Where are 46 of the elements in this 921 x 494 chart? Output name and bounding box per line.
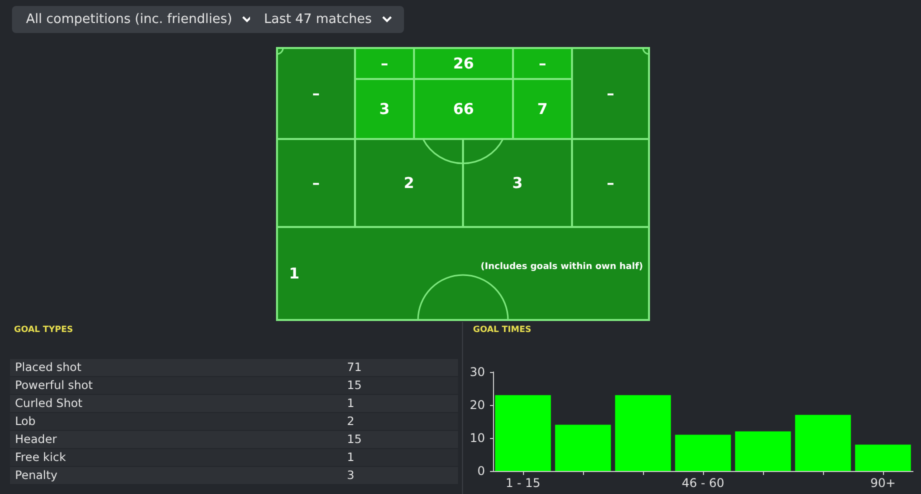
data-label: 15 bbox=[347, 431, 362, 448]
y-tick-label: 30 bbox=[470, 365, 485, 379]
data-label: 71 bbox=[347, 359, 362, 376]
bar bbox=[795, 414, 851, 471]
data-label: 1 bbox=[347, 449, 354, 466]
bar bbox=[555, 424, 611, 471]
text: 3 bbox=[379, 100, 390, 118]
y-tick-label: 20 bbox=[470, 398, 485, 412]
data-label: 1 bbox=[347, 395, 354, 412]
text: 66 bbox=[453, 100, 474, 118]
category-label: Header bbox=[15, 431, 57, 448]
text: – bbox=[606, 84, 614, 102]
bar bbox=[855, 444, 911, 471]
x-tick-label: 90+ bbox=[870, 476, 896, 490]
bar bbox=[675, 434, 731, 471]
text: – bbox=[606, 174, 614, 192]
y-tick-label: 10 bbox=[470, 431, 485, 445]
text: – bbox=[312, 84, 320, 102]
text: 26 bbox=[453, 54, 474, 72]
x-tick-label: 1 - 15 bbox=[506, 476, 540, 490]
text: 3 bbox=[512, 174, 523, 192]
text: (Includes goals within own half) bbox=[480, 262, 643, 272]
data-label: 2 bbox=[347, 413, 354, 430]
text: GOAL TYPES bbox=[14, 325, 74, 335]
data-label: 3 bbox=[347, 467, 354, 484]
text: 7 bbox=[537, 100, 548, 118]
category-label: Lob bbox=[15, 413, 36, 430]
category-label: Free kick bbox=[15, 449, 66, 466]
text: 1 bbox=[289, 264, 300, 282]
x-tick-label: 46 - 60 bbox=[682, 476, 724, 490]
category-label: Powerful shot bbox=[15, 377, 93, 394]
text: – bbox=[380, 54, 388, 72]
text: All competitions (inc. friendlies) bbox=[26, 11, 232, 29]
text: Last 47 matches bbox=[264, 11, 372, 29]
text: 2 bbox=[404, 174, 414, 192]
y-tick-label: 0 bbox=[477, 464, 485, 478]
category-label: Curled Shot bbox=[15, 395, 82, 412]
bar bbox=[615, 395, 671, 471]
bar bbox=[495, 395, 551, 471]
bar bbox=[735, 431, 791, 471]
data-label: 15 bbox=[347, 377, 362, 394]
text: – bbox=[312, 174, 320, 192]
text: – bbox=[538, 54, 546, 72]
category-label: Placed shot bbox=[15, 359, 82, 376]
category-label: Penalty bbox=[15, 467, 58, 484]
chart-title: GOAL TIMES bbox=[473, 325, 532, 335]
